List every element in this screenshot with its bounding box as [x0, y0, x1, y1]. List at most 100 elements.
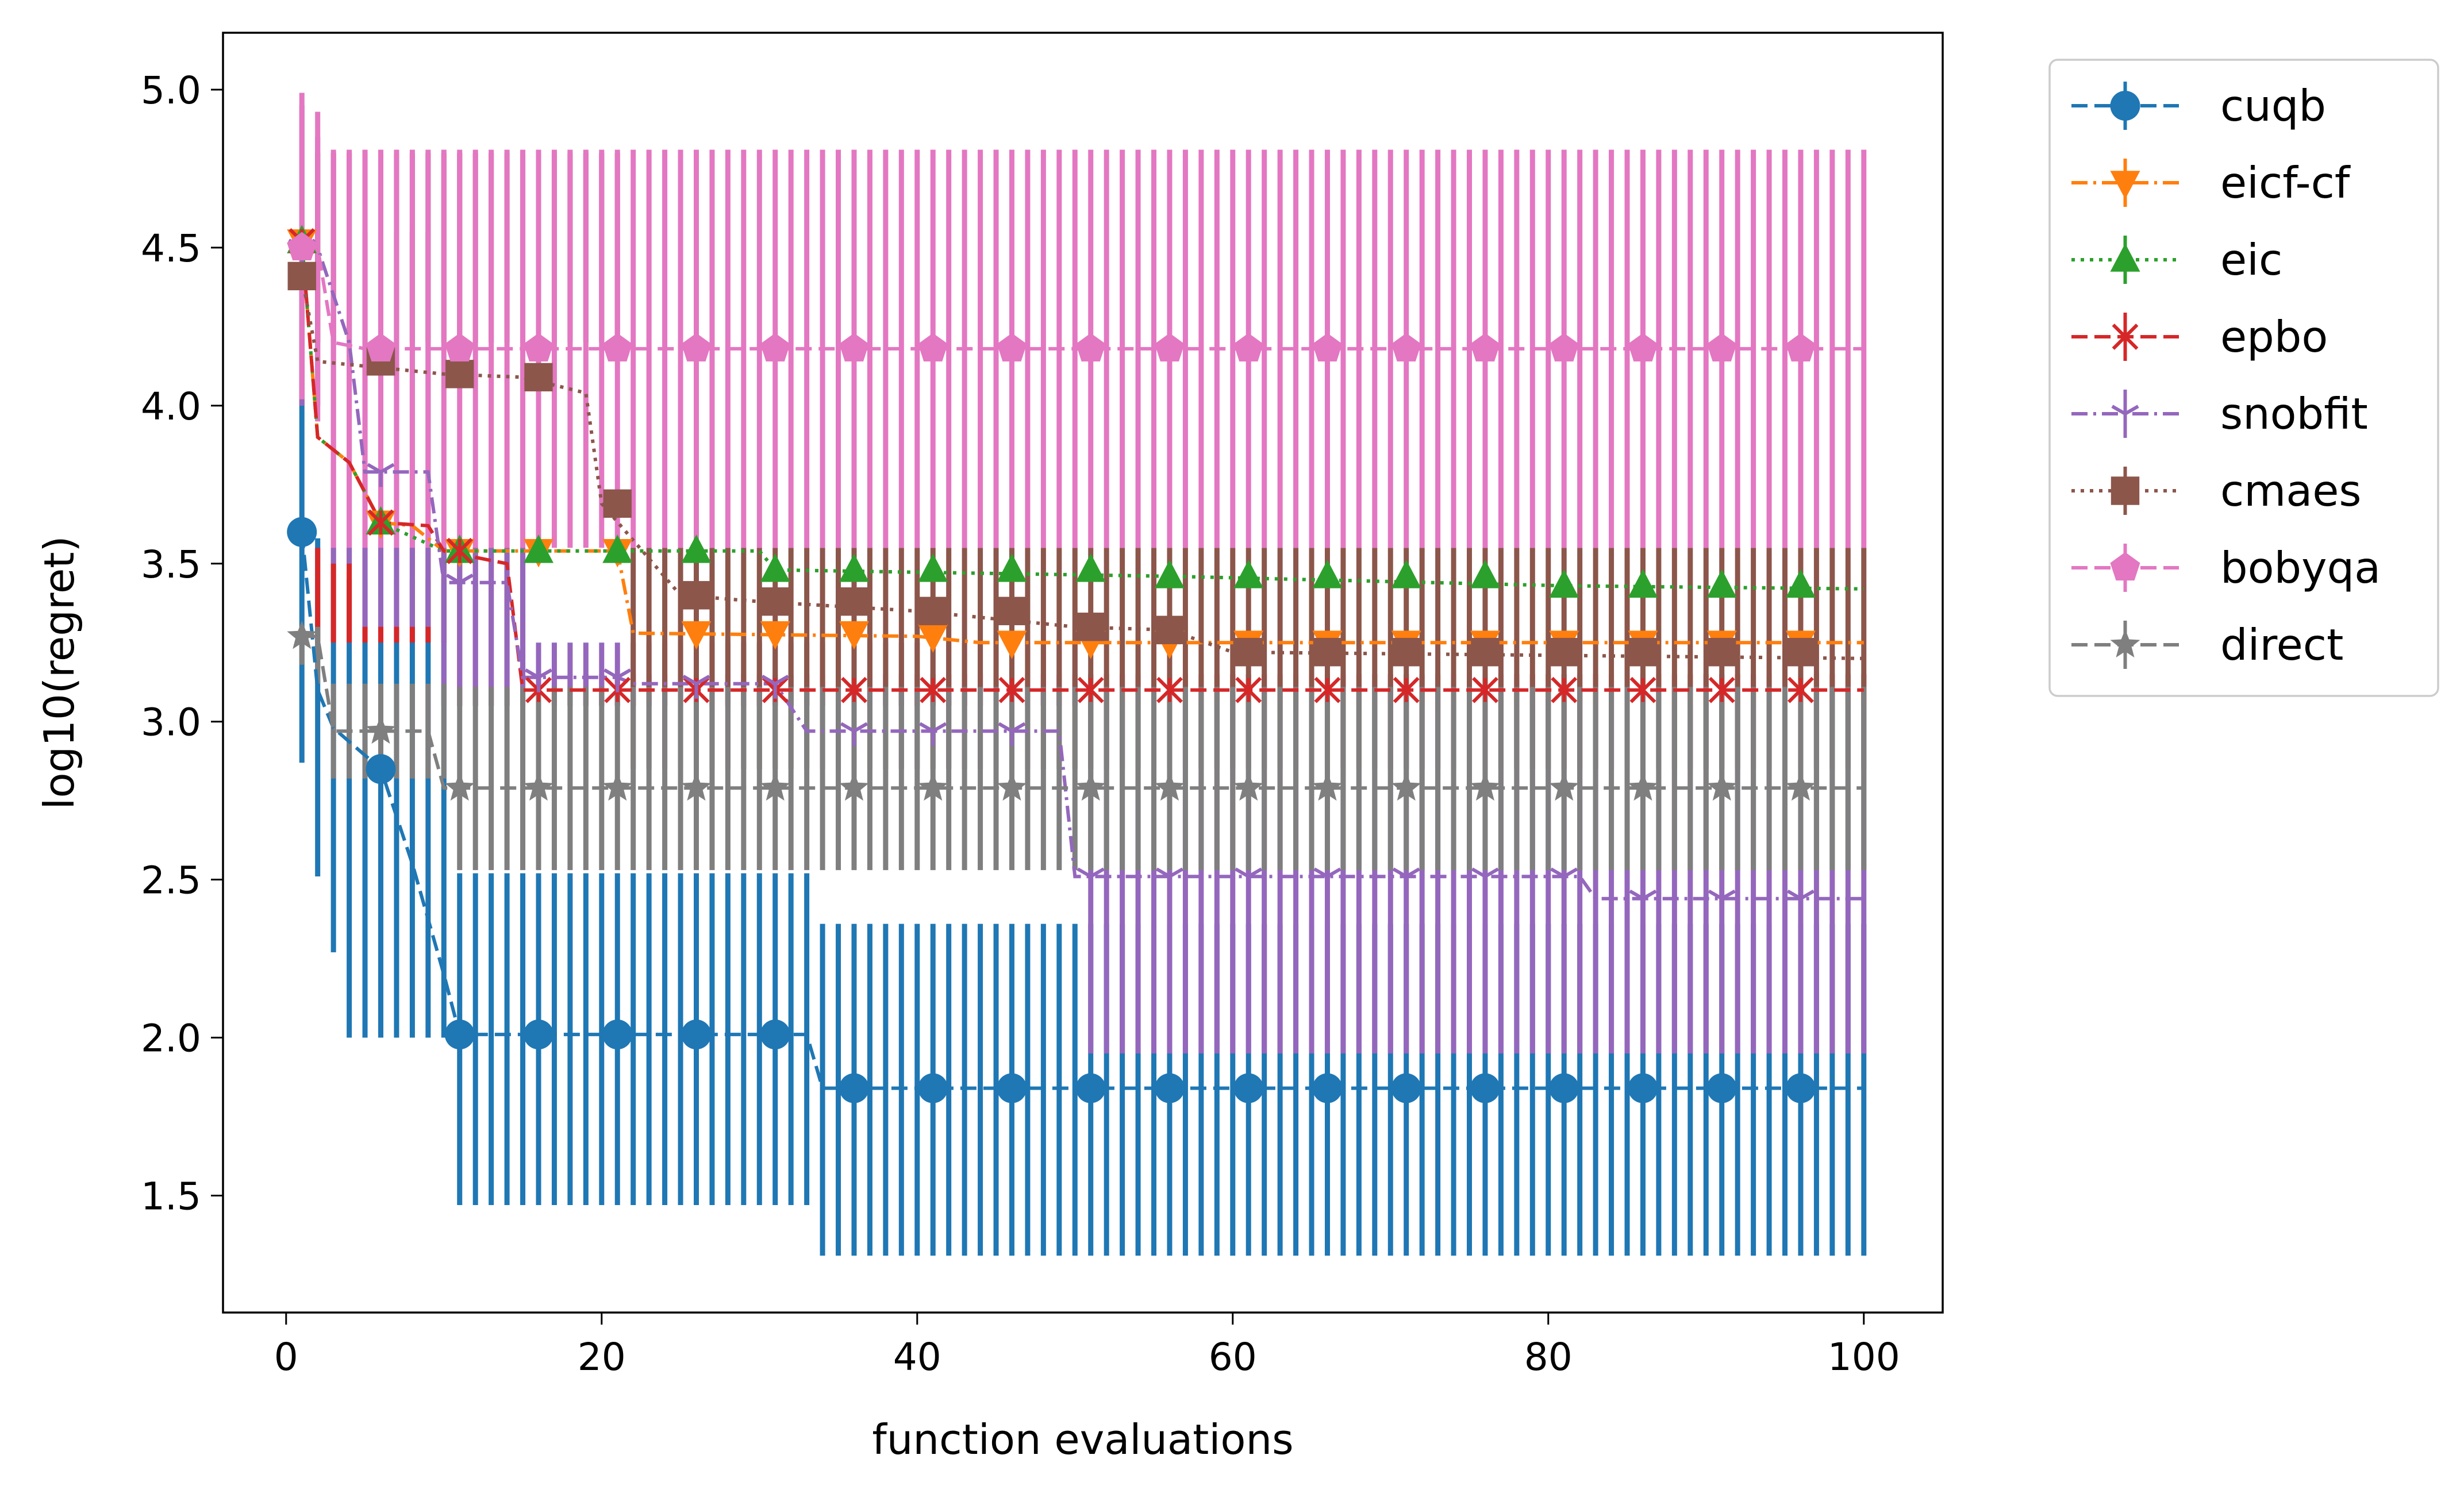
- y-axis-label: log10(regret): [35, 536, 83, 809]
- series-marker: [1706, 333, 1737, 361]
- series-marker: [1629, 676, 1656, 703]
- legend-label-cuqb: cuqb: [2220, 80, 2326, 131]
- series-marker: [1392, 638, 1421, 667]
- series-marker: [2111, 476, 2140, 505]
- series-marker: [602, 534, 633, 563]
- series-marker: [682, 675, 710, 699]
- x-tick-label: 20: [578, 1335, 626, 1379]
- series-marker: [1155, 333, 1185, 361]
- series-marker: [918, 624, 948, 653]
- legend-label-eic: eic: [2220, 234, 2282, 285]
- series-marker: [919, 722, 947, 746]
- series-marker: [681, 333, 712, 361]
- series-marker: [1075, 1073, 1106, 1103]
- series-marker: [997, 630, 1027, 659]
- series-marker: [366, 754, 396, 784]
- series-marker: [287, 621, 317, 649]
- series-marker: [682, 581, 711, 610]
- series-marker: [1233, 560, 1264, 588]
- series-marker: [1549, 333, 1579, 361]
- series-marker: [918, 553, 948, 582]
- series-marker: [1470, 772, 1500, 801]
- series-marker: [997, 597, 1027, 625]
- series-marker: [760, 1019, 790, 1050]
- series-marker: [444, 1019, 475, 1050]
- series-marker: [1549, 569, 1579, 598]
- series-marker: [1155, 867, 1184, 892]
- series-marker: [1550, 867, 1578, 892]
- series-marker: [1313, 638, 1342, 667]
- y-tick-label: 2.0: [141, 1017, 201, 1061]
- series-marker: [446, 537, 473, 564]
- series-marker: [1391, 333, 1421, 361]
- series-marker: [761, 675, 789, 699]
- series-line-cuqb: [300, 532, 1864, 1090]
- series-marker: [287, 261, 316, 291]
- series-marker: [1156, 676, 1183, 703]
- legend-label-direct: direct: [2220, 619, 2343, 670]
- series-marker: [1312, 333, 1343, 361]
- series-marker: [997, 772, 1027, 801]
- series-marker: [602, 1019, 633, 1050]
- series-marker: [1470, 1073, 1500, 1103]
- series-marker: [366, 333, 396, 361]
- series-marker: [918, 1073, 948, 1103]
- y-tick-label: 4.5: [141, 226, 201, 271]
- series-marker: [2110, 91, 2140, 121]
- series-marker: [1077, 867, 1105, 892]
- series-marker: [761, 587, 790, 616]
- series-marker: [1706, 569, 1737, 598]
- series-marker: [1234, 638, 1263, 667]
- series-marker: [444, 772, 475, 801]
- series-marker: [603, 668, 632, 692]
- series-marker: [1391, 1073, 1421, 1103]
- series-marker: [841, 676, 867, 703]
- series-marker: [1313, 867, 1341, 892]
- series-marker: [839, 553, 869, 582]
- series-marker: [1786, 772, 1816, 801]
- series-marker: [1471, 638, 1500, 667]
- series-marker: [1708, 676, 1735, 703]
- series-marker: [1235, 676, 1262, 703]
- series-marker: [1233, 772, 1264, 801]
- series-marker: [1786, 890, 1815, 914]
- series-marker: [524, 668, 553, 692]
- axes-layer: 0 20 40 60 80 100 1.5 2.0 2.5 3.0 3.5 4.0 4.5 5.0: [141, 68, 1900, 1379]
- x-tick-label: 80: [1524, 1335, 1573, 1379]
- series-marker: [681, 534, 712, 563]
- series-marker: [367, 509, 394, 536]
- series-marker: [918, 772, 948, 801]
- series-marker: [918, 597, 947, 625]
- series-marker: [1077, 676, 1104, 703]
- series-marker: [287, 232, 317, 260]
- series-marker: [1155, 772, 1185, 801]
- series-marker: [839, 621, 869, 650]
- series-marker: [840, 587, 868, 616]
- x-tick-label: 60: [1209, 1335, 1257, 1379]
- series-marker: [1470, 560, 1500, 588]
- y-tick-label: 3.0: [141, 701, 201, 745]
- legend-label-snobfit: snobfit: [2220, 388, 2368, 439]
- series-marker: [1312, 560, 1343, 588]
- series-marker: [367, 463, 395, 487]
- error-bands-layer: [299, 93, 1867, 1256]
- series-marker: [1077, 613, 1105, 641]
- series-marker: [760, 333, 790, 361]
- series-marker: [1788, 676, 1814, 703]
- series-marker: [445, 360, 474, 388]
- series-marker: [2110, 629, 2140, 658]
- series-marker: [1628, 569, 1658, 598]
- series-marker: [1392, 867, 1420, 892]
- series-marker: [1393, 676, 1420, 703]
- series-marker: [839, 1073, 869, 1103]
- x-tick-label: 40: [893, 1335, 941, 1379]
- legend-label-cmaes: cmaes: [2220, 465, 2361, 516]
- series-marker: [1708, 638, 1736, 667]
- y-tick-label: 3.5: [141, 542, 201, 587]
- series-marker: [287, 517, 317, 547]
- series-marker: [524, 772, 553, 801]
- series-marker: [523, 1019, 553, 1050]
- series-marker: [997, 333, 1027, 361]
- series-marker: [444, 333, 475, 361]
